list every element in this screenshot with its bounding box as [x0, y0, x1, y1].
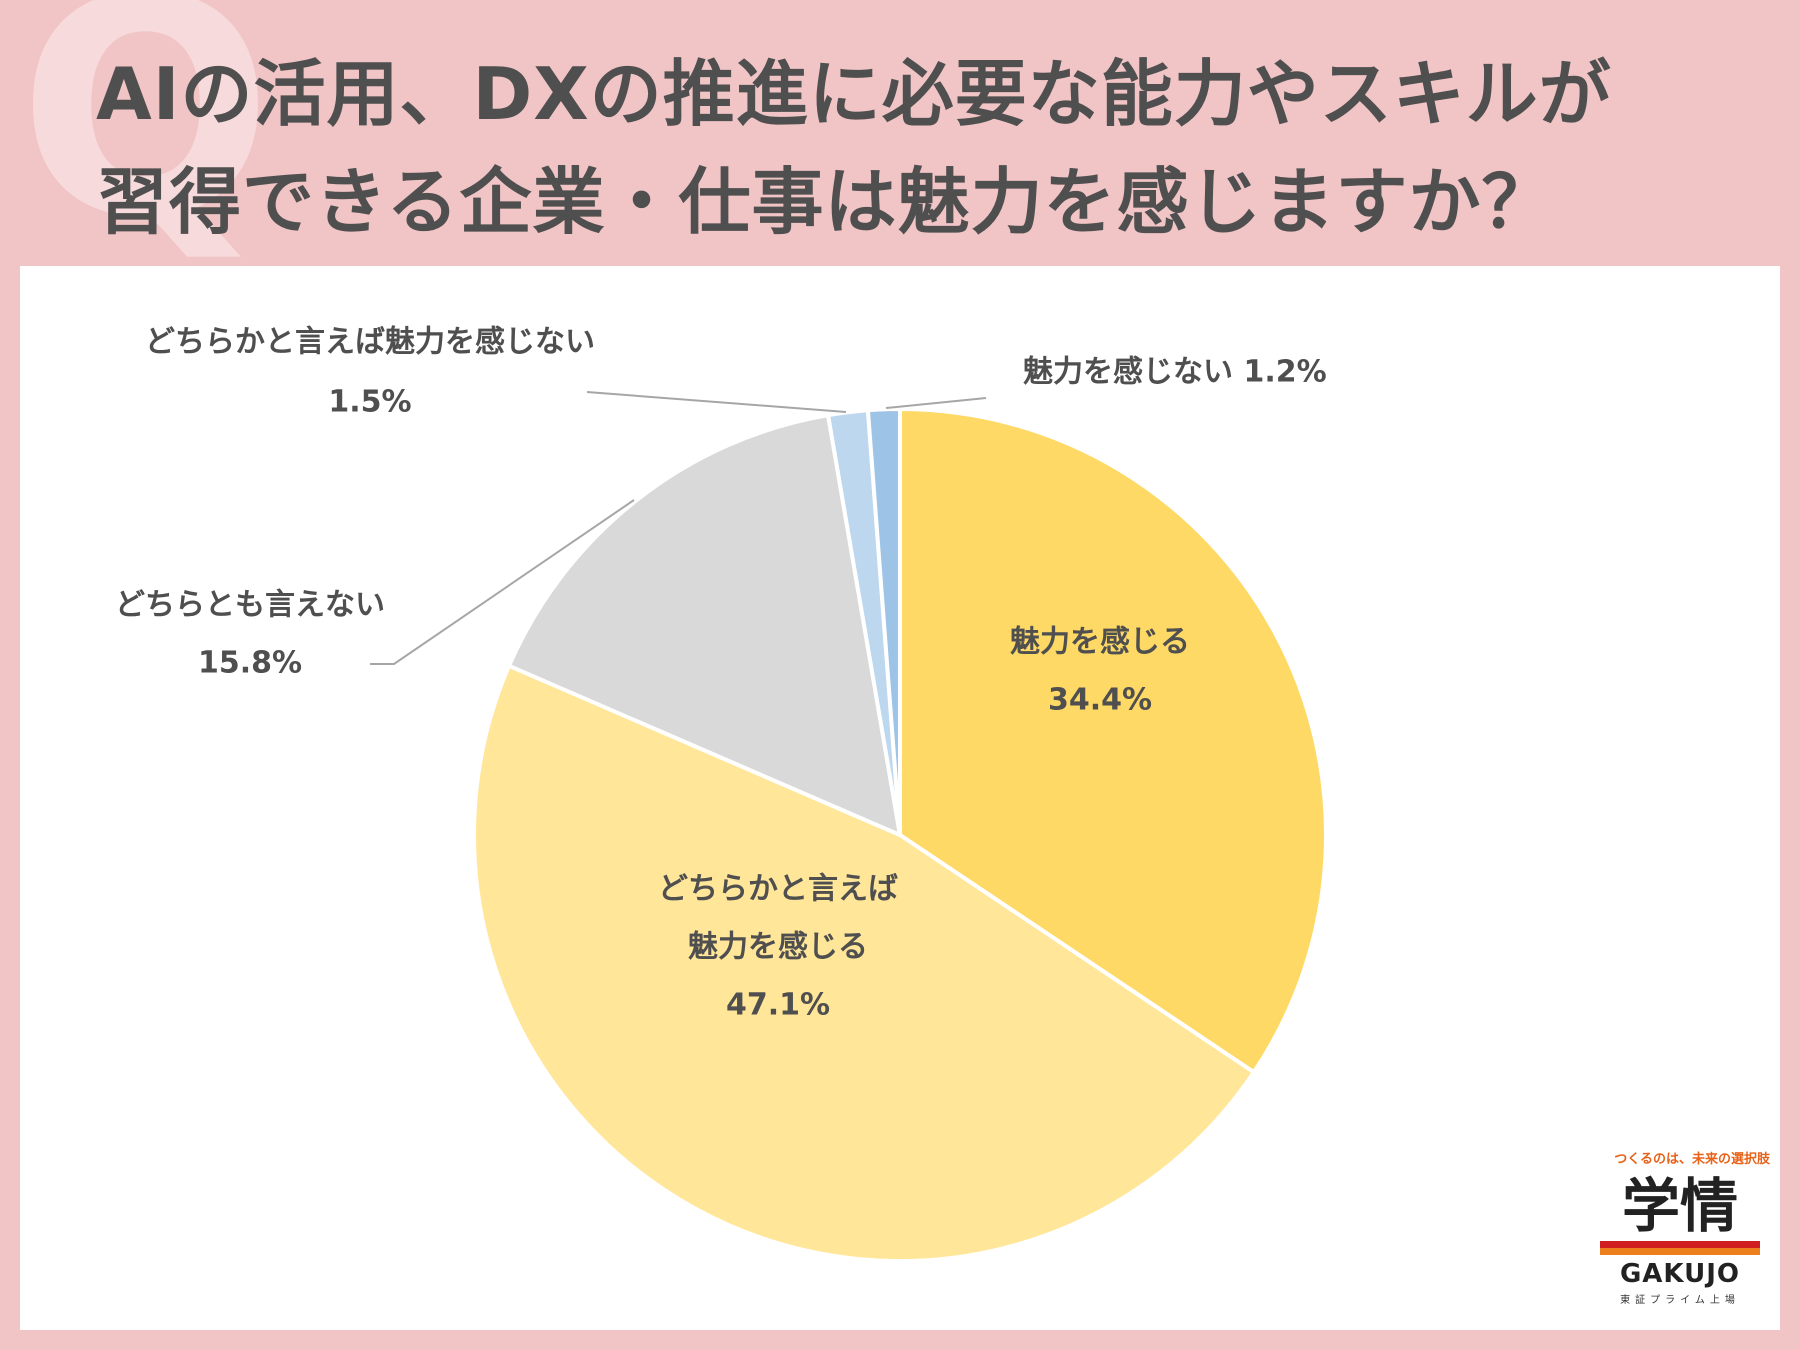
pie-slice-1 — [898, 406, 1328, 1076]
slice-label-4: どちらかと言えば魅力を感じない — [145, 325, 595, 360]
slice-value-label-3: 15.8% — [198, 646, 302, 681]
gakujo-logo: つくるのは、未来の選択肢 学情 GAKUJO 東証プライム上場 — [1590, 1148, 1770, 1306]
slice-label-2: 魅力を感じる — [688, 930, 868, 965]
logo-bar — [1600, 1241, 1760, 1255]
leader-line-5 — [885, 397, 987, 409]
pie-slice-3 — [506, 412, 903, 839]
page-title: AIの活用、DXの推進に必要な能力やスキルが 習得できる企業・仕事は魅力を感じま… — [96, 40, 1776, 256]
q-watermark: Q — [18, 0, 274, 284]
slice-value-label-4: 1.5% — [328, 385, 411, 420]
logo-kanji: 学情 — [1621, 1172, 1738, 1240]
slice-label-1: 魅力を感じる — [1010, 625, 1190, 660]
slice-label-5: 魅力を感じない 1.2% — [1023, 355, 1327, 390]
logo-name: GAKUJO — [1619, 1259, 1741, 1289]
title-line-2: 習得できる企業・仕事は魅力を感じますか？ — [96, 160, 1555, 244]
slice-value-label-2: 47.1% — [726, 988, 830, 1023]
logo-sub: 東証プライム上場 — [1620, 1295, 1740, 1306]
pie-slice-5 — [865, 406, 902, 836]
leader-line-4 — [586, 391, 847, 413]
logo-tagline: つくるのは、未来の選択肢 — [1614, 1152, 1770, 1167]
pie-slice-2 — [472, 663, 1257, 1263]
slice-value-label-1: 34.4% — [1048, 683, 1152, 718]
title-line-1: AIの活用、DXの推進に必要な能力やスキルが — [96, 52, 1612, 136]
slice-label-2: どちらかと言えば — [658, 872, 898, 907]
slice-label-3: どちらとも言えない — [115, 588, 385, 623]
leader-line-3 — [370, 499, 635, 665]
